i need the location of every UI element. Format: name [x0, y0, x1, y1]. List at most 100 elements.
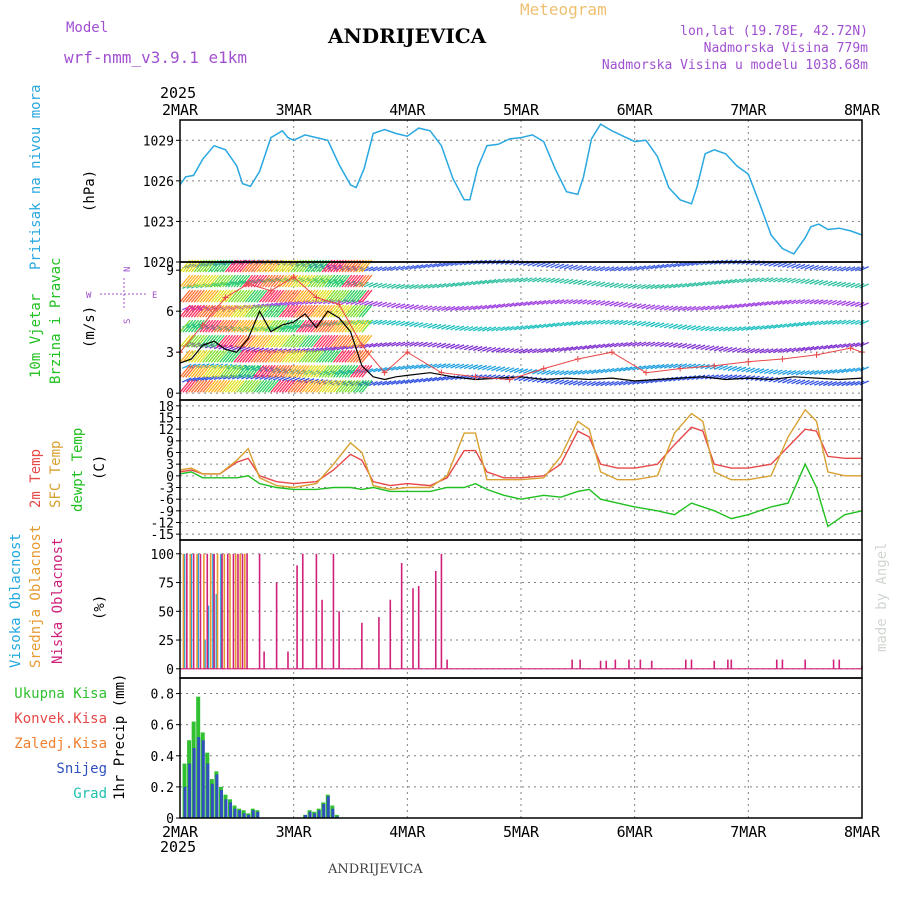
wind-barb: [404, 378, 415, 384]
wind-barb: [632, 320, 642, 326]
wind-barb: [363, 266, 374, 272]
wind-barb: [345, 299, 356, 305]
wind-barb: [445, 305, 456, 312]
wind-barb: [573, 369, 583, 376]
wind-barb: [563, 264, 574, 270]
wind-barb: [654, 263, 665, 270]
wind-barb: [818, 280, 829, 286]
wind-barb-hot: [219, 274, 231, 288]
wind-barb-hot: [355, 379, 367, 393]
y-tick-label: 9: [166, 435, 174, 450]
wind-barb: [322, 346, 333, 352]
wind-barb: [291, 300, 301, 306]
wind-barb: [400, 321, 410, 327]
wind-barb-hot: [310, 379, 322, 393]
wind-barb-hot: [250, 319, 262, 333]
wind-barb: [618, 302, 629, 308]
wind-barb-hot: [293, 334, 305, 348]
wind-barb: [809, 299, 819, 305]
wind-barb: [754, 368, 765, 374]
wind-barb: [823, 265, 833, 271]
wind-barb-hot: [196, 274, 208, 288]
wind-barb: [791, 263, 801, 269]
wind-barb: [623, 366, 633, 372]
wind-barb: [682, 363, 692, 369]
wind-barb: [245, 346, 256, 352]
wind-barb: [445, 363, 456, 369]
wind-barb: [845, 301, 856, 307]
wind-barb: [432, 342, 442, 348]
wind-barb: [368, 367, 378, 373]
wind-barb: [595, 368, 606, 374]
wind-barb: [500, 302, 510, 309]
wind-barb: [773, 348, 783, 354]
precip-bar-snow: [210, 783, 214, 818]
wind-barb-hot: [355, 289, 367, 303]
wind-barb-hot: [264, 364, 276, 378]
wind-barb-hot: [344, 289, 356, 303]
wind-barb: [509, 325, 519, 331]
wind-barb: [509, 277, 519, 283]
wind-barb-hot: [253, 319, 265, 333]
wind-barb-hot: [216, 304, 228, 318]
wind-barb: [641, 264, 651, 271]
wind-barb-hot: [347, 349, 359, 363]
wind-barb: [527, 277, 538, 283]
wind-barb: [741, 367, 751, 373]
wind-barb: [691, 281, 701, 287]
wind-barb: [436, 283, 447, 289]
wind-barb: [559, 299, 569, 305]
wind-barb-hot: [281, 349, 293, 363]
y-tick-label: 9: [166, 264, 174, 279]
wind-barb: [786, 299, 797, 305]
wind-barb-hot: [273, 349, 285, 363]
wind-barb: [491, 326, 501, 332]
wind-barb-hot: [264, 274, 276, 288]
wind-barb: [559, 278, 569, 284]
precip-bar-snow: [331, 808, 335, 818]
wind-barb: [573, 299, 583, 305]
wind-barb-hot: [347, 364, 359, 378]
wind-barb: [663, 305, 674, 311]
wind-barb-hot: [296, 274, 308, 288]
wind-barb-hot: [199, 379, 211, 393]
wind-barb: [641, 341, 651, 347]
wind-barb-hot: [276, 289, 288, 303]
wind-barb-hot: [244, 319, 256, 333]
wind-barb: [623, 283, 633, 289]
wind-barb-hot: [313, 364, 325, 378]
wind-barb: [604, 319, 615, 325]
wind-barb: [718, 326, 729, 332]
wind-barb: [477, 374, 488, 380]
wind-barb: [691, 325, 701, 331]
wind-barb-hot: [298, 274, 310, 288]
wind-barb-hot: [210, 289, 222, 303]
wind-barb: [427, 376, 438, 382]
wind-barb: [491, 278, 501, 284]
wind-barb-hot: [244, 379, 256, 393]
wind-barb: [586, 319, 597, 326]
wind-barb: [745, 325, 756, 331]
wind-barb-hot: [293, 319, 305, 333]
wind-barb: [809, 264, 819, 271]
wind-barb-hot: [276, 334, 288, 348]
wind-barb-hot: [185, 274, 197, 288]
wind-barb-hot: [341, 364, 353, 378]
wind-barb-hot: [182, 349, 194, 363]
wind-barb: [609, 380, 619, 387]
wind-barb-hot: [185, 379, 197, 393]
wind-barb: [213, 374, 224, 381]
wind-barb: [209, 343, 219, 349]
wind-barb: [422, 263, 433, 269]
wind-barb: [409, 378, 419, 384]
wind-barb-hot: [304, 364, 316, 378]
wind-barb: [336, 299, 347, 305]
legend-snow: Snijeg: [56, 761, 107, 777]
wind-barb: [741, 302, 751, 308]
wind-barb-hot: [196, 349, 208, 363]
wind-barb: [832, 319, 842, 325]
wind-barb: [441, 261, 451, 267]
wind-barb: [759, 301, 769, 307]
wind-barb: [791, 347, 801, 353]
wind-barb: [327, 346, 338, 352]
